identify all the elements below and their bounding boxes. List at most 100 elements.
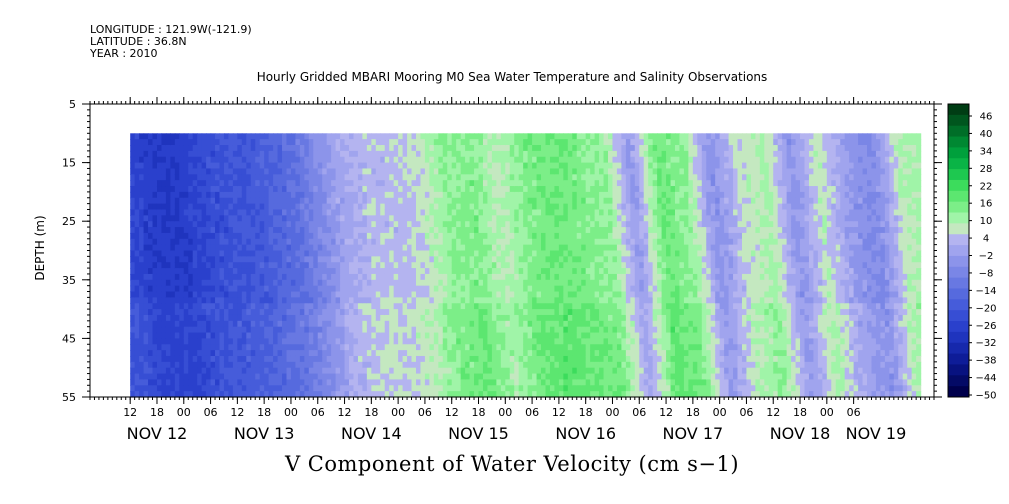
heatmap-cell [415,150,422,158]
heatmap-cell [558,355,564,363]
heatmap-cell [219,344,225,351]
heatmap-cell [616,291,623,298]
heatmap-cell [295,256,301,263]
heatmap-cell [407,320,413,328]
heatmap-cell [201,385,207,392]
heatmap-cell [228,385,234,392]
heatmap-cell [576,379,582,386]
heatmap-cell [465,168,471,175]
heatmap-cell [599,186,605,193]
heatmap-cell [268,391,274,398]
heatmap-cell [152,320,158,328]
heatmap-cell [563,297,569,304]
heatmap-cell [206,373,212,381]
heatmap-cell [549,209,556,216]
heatmap-cell [469,256,475,263]
heatmap-cell [518,256,524,263]
heatmap-cell [201,332,207,339]
heatmap-cell [451,139,457,146]
heatmap-cell [152,268,158,275]
heatmap-cell [273,314,279,322]
heatmap-cell [228,367,234,375]
heatmap-cell [514,174,520,181]
heatmap-cell [148,139,154,146]
heatmap-cell [612,273,618,281]
heatmap-cell [273,303,279,310]
heatmap-cell [581,203,587,211]
heatmap-cell [362,133,368,140]
heatmap-cell [232,379,238,386]
heatmap-cell [612,309,618,316]
heatmap-cell [581,145,587,152]
heatmap-cell [130,232,136,240]
heatmap-cell [456,227,462,234]
heatmap-cell [585,373,591,381]
heatmap-cell [536,221,542,228]
heatmap-cell [532,326,538,334]
heatmap-cell [447,186,453,193]
heatmap-cell [290,262,297,269]
heatmap-cell [438,227,444,234]
heatmap-cell [429,197,435,205]
heatmap-cell [554,256,560,263]
heatmap-cell [478,303,484,310]
heatmap-cell [554,297,560,304]
heatmap-cell [541,326,547,334]
heatmap-cell [554,250,560,257]
heatmap-cell [442,262,448,269]
heatmap-cell [156,162,163,170]
heatmap-cell [210,244,216,252]
heatmap-cell [326,174,332,181]
heatmap-cell [496,314,502,322]
heatmap-cell [442,309,448,316]
heatmap-cell [170,133,176,140]
heatmap-cell [223,355,230,363]
heatmap-cell [518,139,524,146]
heatmap-cell [340,227,346,234]
heatmap-cell [304,262,310,269]
heatmap-cell [201,279,207,287]
heatmap-cell [353,227,359,234]
heatmap-cell [152,232,158,240]
heatmap-cell [590,162,596,170]
heatmap-cell [621,350,627,357]
heatmap-cell [179,262,185,269]
heatmap-cell [228,320,234,328]
heatmap-cell [326,338,332,345]
heatmap-cell [139,291,145,298]
heatmap-cell [152,332,158,339]
heatmap-cell [599,139,605,146]
heatmap-cell [567,221,573,228]
heatmap-cell [264,186,270,193]
heatmap-cell [299,361,305,369]
heatmap-cell [277,285,283,293]
heatmap-cell [349,332,355,339]
heatmap-cell [567,209,573,216]
heatmap-cell [192,232,198,240]
heatmap-cell [308,180,314,187]
heatmap-cell [357,391,364,398]
heatmap-cell [527,268,533,275]
heatmap-cell [335,367,341,375]
heatmap-cell [183,320,189,328]
heatmap-cell [295,361,301,369]
heatmap-cell [340,244,346,252]
heatmap-cell [407,180,413,187]
heatmap-cell [277,250,283,257]
heatmap-cell [576,221,582,228]
heatmap-cell [357,332,364,339]
heatmap-cell [389,309,395,316]
heatmap-cell [183,168,189,175]
heatmap-cell [487,373,493,381]
heatmap-cell [433,244,439,252]
heatmap-cell [255,256,261,263]
heatmap-cell [290,180,297,187]
heatmap-cell [259,391,265,398]
heatmap-cell [192,191,198,199]
heatmap-cell [223,209,230,216]
heatmap-cell [183,303,189,310]
heatmap-cell [362,361,368,369]
heatmap-cell [353,209,359,216]
heatmap-cell [349,344,355,351]
heatmap-cell [380,262,386,269]
